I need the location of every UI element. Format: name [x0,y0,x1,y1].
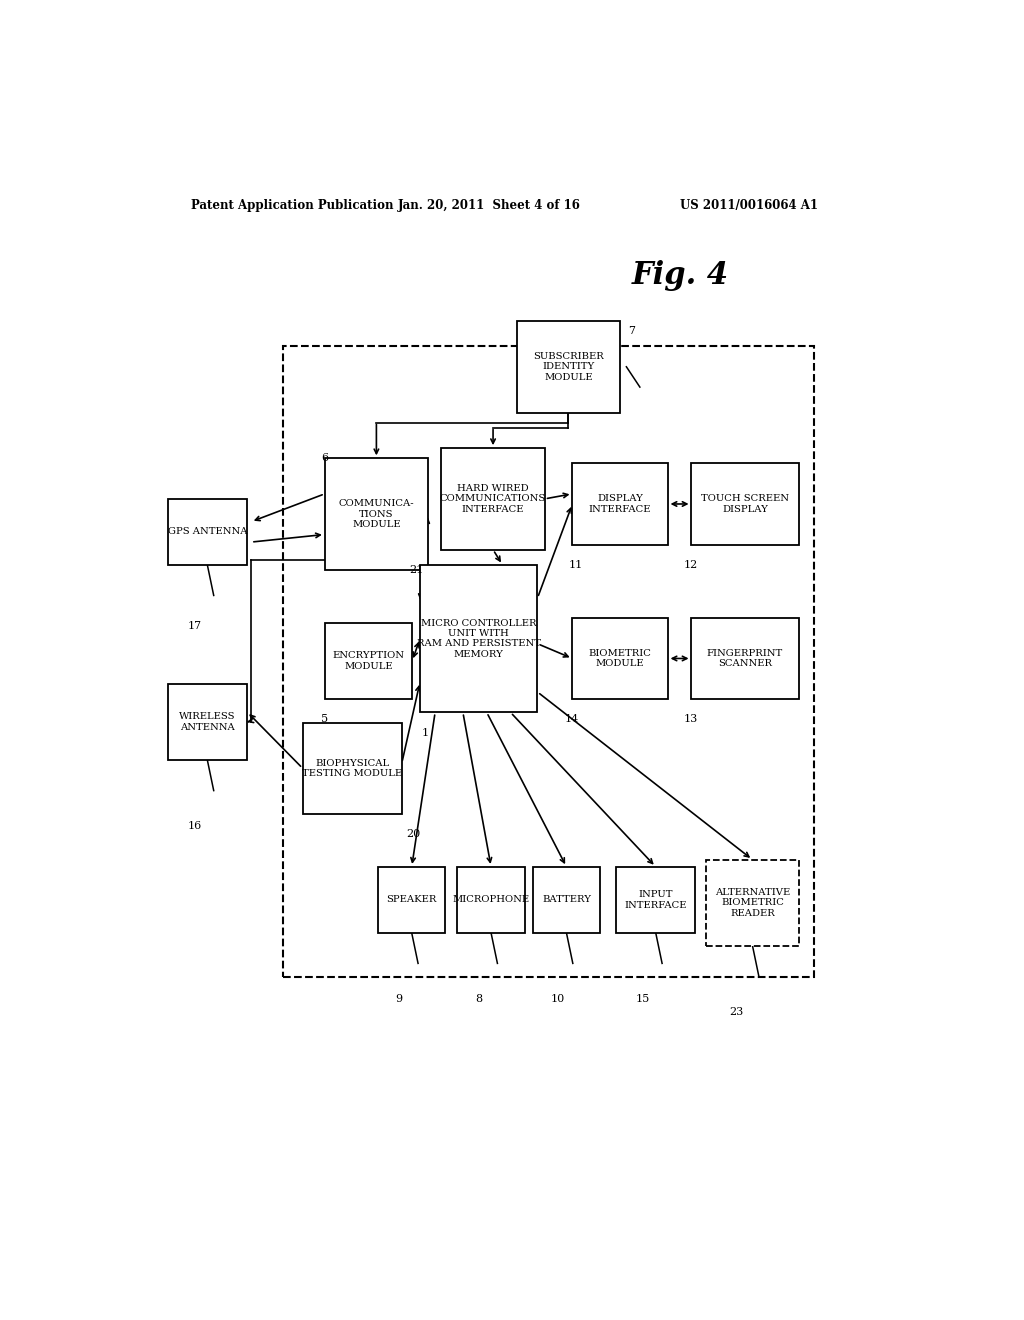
Bar [532,867,600,933]
Text: 15: 15 [636,994,650,1005]
Bar [283,346,814,977]
Bar [168,684,247,760]
Text: Jan. 20, 2011  Sheet 4 of 16: Jan. 20, 2011 Sheet 4 of 16 [397,199,581,213]
Text: 10: 10 [550,994,564,1005]
Text: MICROPHONE: MICROPHONE [453,895,529,904]
Text: 6: 6 [321,453,328,463]
Text: SPEAKER: SPEAKER [386,895,437,904]
Bar [691,463,799,545]
Bar [325,458,428,570]
Text: 7: 7 [628,326,635,337]
Text: 13: 13 [684,714,697,725]
Text: COMMUNICA-
TIONS
MODULE: COMMUNICA- TIONS MODULE [339,499,415,529]
Bar [325,623,412,700]
Bar [616,867,695,933]
Bar [517,321,621,412]
Text: 12: 12 [684,560,697,570]
Text: Patent Application Publication: Patent Application Publication [191,199,394,213]
Text: Fig. 4: Fig. 4 [632,260,729,290]
Text: MICRO CONTROLLER
UNIT WITH
RAM AND PERSISTENT
MEMORY: MICRO CONTROLLER UNIT WITH RAM AND PERSI… [417,619,541,659]
Text: DISPLAY
INTERFACE: DISPLAY INTERFACE [589,494,651,513]
Text: 5: 5 [321,714,328,725]
Bar [458,867,524,933]
Text: BATTERY: BATTERY [542,895,591,904]
Bar [378,867,445,933]
Text: 9: 9 [395,994,402,1005]
Text: TOUCH SCREEN
DISPLAY: TOUCH SCREEN DISPLAY [701,494,790,513]
Text: 21: 21 [410,565,424,576]
Text: 16: 16 [187,821,202,832]
Text: INPUT
INTERFACE: INPUT INTERFACE [625,890,687,909]
Text: SUBSCRIBER
IDENTITY
MODULE: SUBSCRIBER IDENTITY MODULE [534,352,604,381]
Text: 23: 23 [729,1007,743,1018]
Text: HARD WIRED
COMMUNICATIONS
INTERFACE: HARD WIRED COMMUNICATIONS INTERFACE [440,484,546,513]
Bar [168,499,247,565]
Text: BIOMETRIC
MODULE: BIOMETRIC MODULE [589,648,651,668]
Text: ALTERNATIVE
BIOMETRIC
READER: ALTERNATIVE BIOMETRIC READER [715,888,791,917]
Bar [420,565,538,713]
Text: 8: 8 [475,994,482,1005]
Bar [572,463,668,545]
Text: FINGERPRINT
SCANNER: FINGERPRINT SCANNER [707,648,783,668]
Bar [691,618,799,700]
Bar [441,447,545,549]
Text: 20: 20 [406,829,420,840]
Text: ENCRYPTION
MODULE: ENCRYPTION MODULE [333,651,404,671]
Text: US 2011/0016064 A1: US 2011/0016064 A1 [680,199,817,213]
Text: WIRELESS
ANTENNA: WIRELESS ANTENNA [179,713,236,731]
Bar [303,722,401,814]
Text: BIOPHYSICAL
TESTING MODULE: BIOPHYSICAL TESTING MODULE [302,759,402,777]
Text: GPS ANTENNA: GPS ANTENNA [168,528,247,536]
Text: 1: 1 [422,727,429,738]
Text: 17: 17 [187,620,202,631]
Text: 11: 11 [568,560,583,570]
Bar [572,618,668,700]
Bar [706,859,800,946]
Text: 14: 14 [564,714,579,725]
